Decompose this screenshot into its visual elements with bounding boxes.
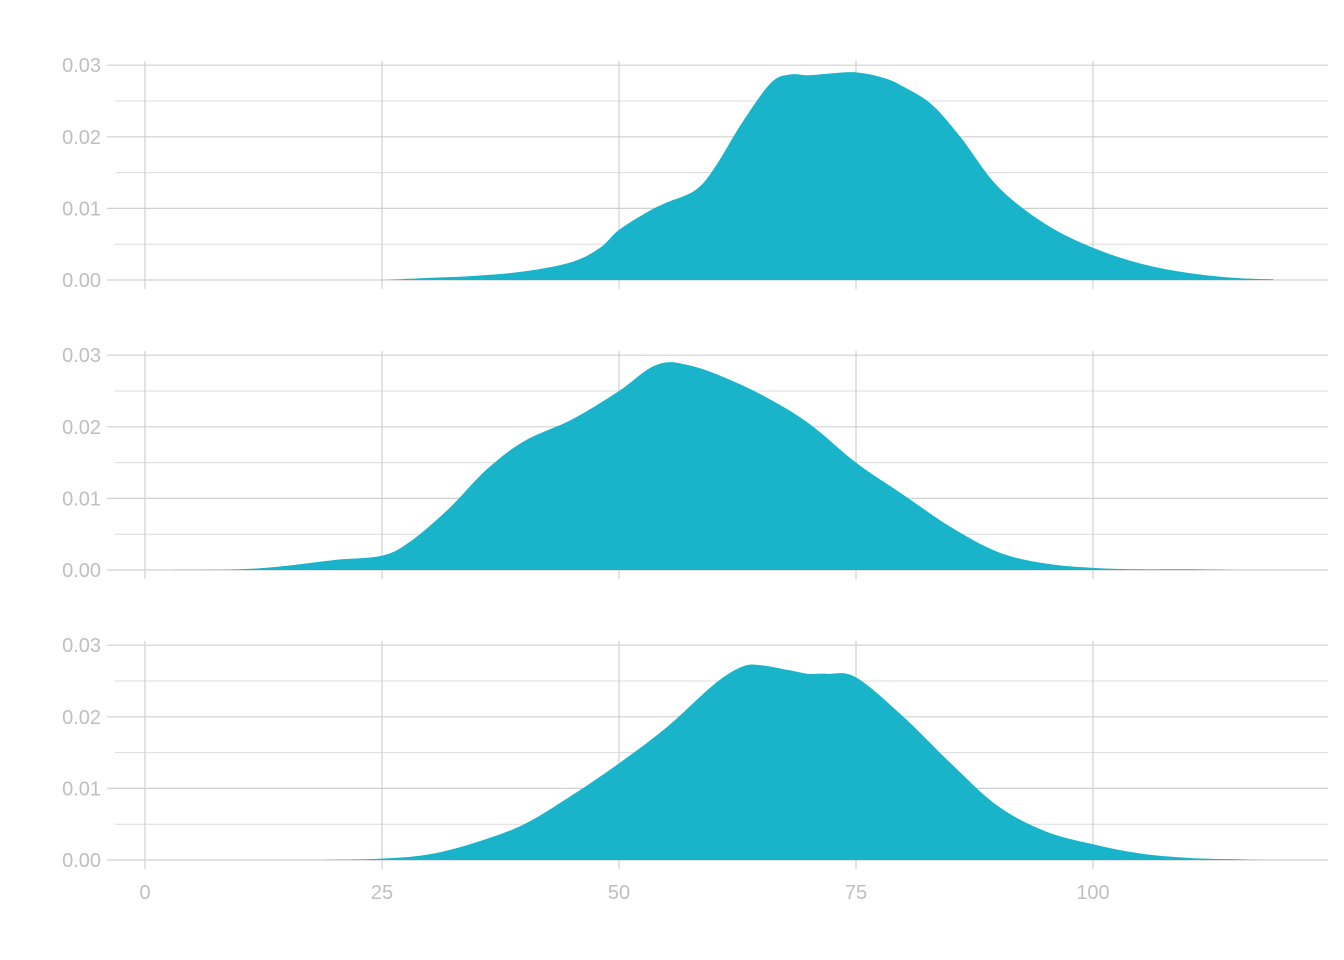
x-tick-label: 100	[1076, 882, 1109, 904]
facet-panel-2: 0.00 0.01 0.02 0.03	[62, 345, 1328, 582]
y-tick-label: 0.01	[62, 778, 101, 800]
y-tick-label: 0.02	[62, 417, 101, 439]
facet-panel-3: 0.00 0.01 0.02 0.03	[62, 635, 1328, 872]
x-tick-label: 0	[139, 882, 150, 904]
x-tick-label: 50	[608, 882, 630, 904]
y-tick-label: 0.01	[62, 488, 101, 510]
y-tick-label: 0.02	[62, 127, 101, 149]
y-tick-label: 0.00	[62, 270, 101, 292]
facet-panel-1: 0.00 0.01 0.02 0.03	[62, 55, 1328, 292]
y-tick-label: 0.00	[62, 560, 101, 582]
y-tick-label: 0.01	[62, 198, 101, 220]
y-tick-label: 0.03	[62, 635, 101, 657]
density-area	[168, 362, 1236, 570]
density-area	[382, 72, 1274, 281]
y-tick-label: 0.03	[62, 345, 101, 367]
y-tick-label: 0.02	[62, 707, 101, 729]
x-tick-label: 25	[371, 882, 393, 904]
x-tick-label: 75	[845, 882, 867, 904]
density-area	[315, 664, 1264, 860]
y-tick-label: 0.03	[62, 55, 101, 77]
y-tick-label: 0.00	[62, 850, 101, 872]
